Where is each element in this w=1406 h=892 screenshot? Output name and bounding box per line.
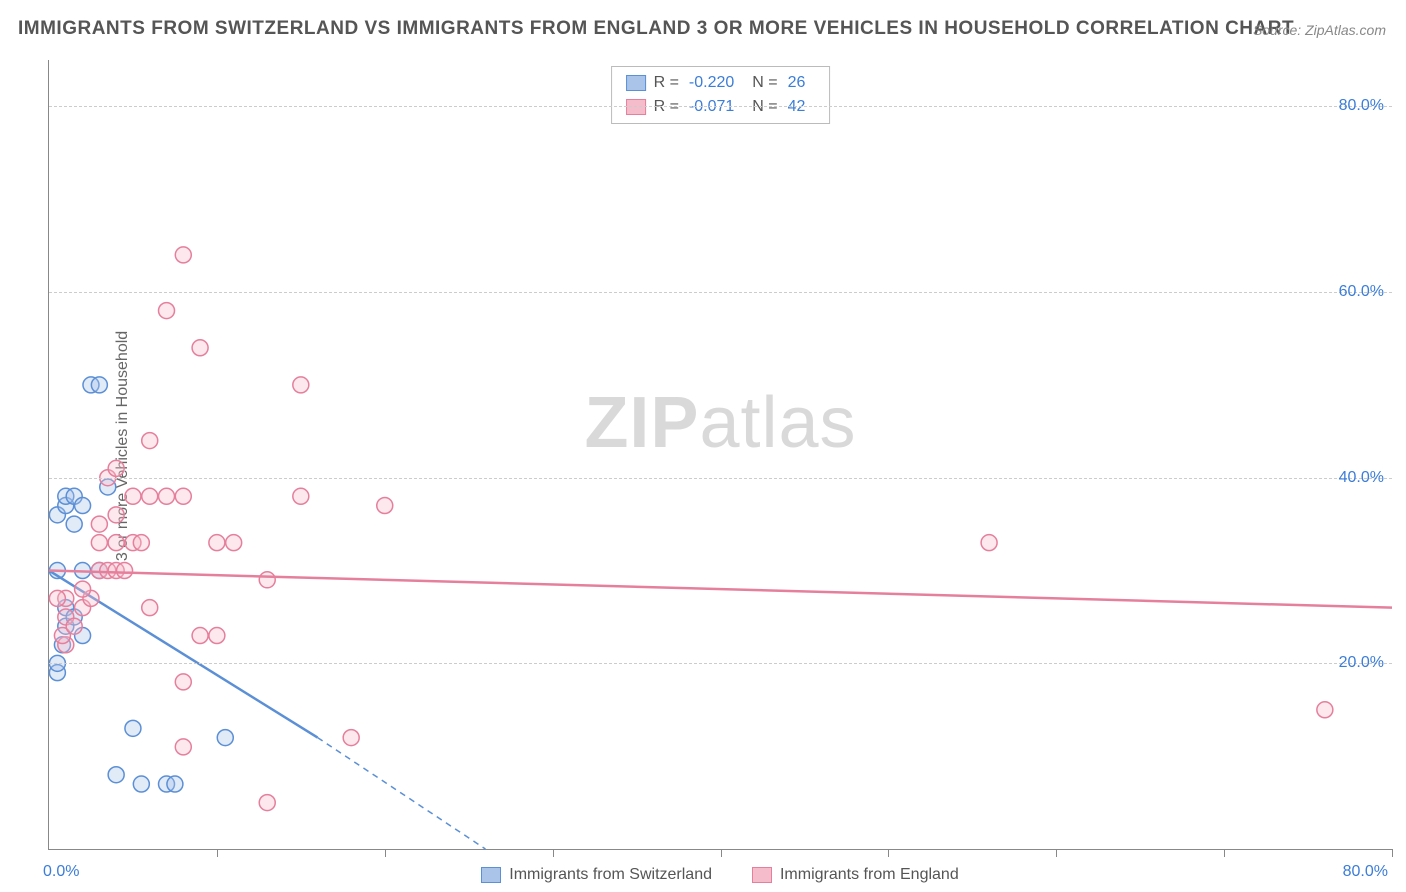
legend-row-switzerland: R = -0.220 N = 26 <box>626 71 816 95</box>
scatter-plot-svg <box>49 60 1392 849</box>
y-tick-label: 20.0% <box>1339 654 1384 672</box>
x-tick <box>888 849 889 857</box>
x-tick <box>217 849 218 857</box>
data-point <box>108 535 124 551</box>
source-attribution: Source: ZipAtlas.com <box>1253 22 1386 38</box>
data-point <box>91 516 107 532</box>
grid-line <box>49 106 1392 107</box>
legend-item-switzerland: Immigrants from Switzerland <box>481 866 712 884</box>
data-point <box>125 720 141 736</box>
x-tick <box>1392 849 1393 857</box>
chart-plot-area: ZIPatlas R = -0.220 N = 26 R = -0.071 N … <box>48 60 1392 850</box>
data-point <box>377 498 393 514</box>
data-point <box>259 572 275 588</box>
data-point <box>226 535 242 551</box>
swatch-switzerland-bottom <box>481 867 501 883</box>
data-point <box>125 488 141 504</box>
trend-line <box>49 571 1392 608</box>
data-point <box>175 674 191 690</box>
data-point <box>175 739 191 755</box>
data-point <box>66 516 82 532</box>
data-point <box>167 776 183 792</box>
y-tick-label: 60.0% <box>1339 283 1384 301</box>
data-point <box>91 535 107 551</box>
data-point <box>108 767 124 783</box>
data-point <box>175 488 191 504</box>
grid-line <box>49 292 1392 293</box>
x-tick <box>1224 849 1225 857</box>
data-point <box>293 377 309 393</box>
data-point <box>49 590 65 606</box>
data-point <box>209 628 225 644</box>
data-point <box>217 730 233 746</box>
data-point <box>259 795 275 811</box>
swatch-england-bottom <box>752 867 772 883</box>
n-value-switzerland: 26 <box>788 71 806 95</box>
x-tick <box>553 849 554 857</box>
data-point <box>91 377 107 393</box>
x-tick <box>721 849 722 857</box>
data-point <box>66 618 82 634</box>
series-legend: Immigrants from Switzerland Immigrants f… <box>48 866 1392 884</box>
chart-title: IMMIGRANTS FROM SWITZERLAND VS IMMIGRANT… <box>18 18 1294 40</box>
y-tick-label: 80.0% <box>1339 97 1384 115</box>
correlation-legend: R = -0.220 N = 26 R = -0.071 N = 42 <box>611 66 831 124</box>
x-tick <box>1056 849 1057 857</box>
data-point <box>1317 702 1333 718</box>
legend-label-switzerland: Immigrants from Switzerland <box>509 866 712 884</box>
data-point <box>293 488 309 504</box>
data-point <box>981 535 997 551</box>
data-point <box>192 340 208 356</box>
data-point <box>75 581 91 597</box>
data-point <box>159 303 175 319</box>
grid-line <box>49 663 1392 664</box>
data-point <box>175 247 191 263</box>
data-point <box>133 535 149 551</box>
r-label: R = <box>654 71 679 95</box>
data-point <box>142 433 158 449</box>
swatch-switzerland <box>626 75 646 91</box>
data-point <box>117 563 133 579</box>
data-point <box>209 535 225 551</box>
legend-label-england: Immigrants from England <box>780 866 959 884</box>
data-point <box>108 507 124 523</box>
n-label: N = <box>752 71 777 95</box>
grid-line <box>49 478 1392 479</box>
data-point <box>75 498 91 514</box>
r-value-switzerland: -0.220 <box>689 71 734 95</box>
data-point <box>142 488 158 504</box>
trend-line-dashed <box>318 738 486 849</box>
x-tick <box>385 849 386 857</box>
data-point <box>159 488 175 504</box>
legend-item-england: Immigrants from England <box>752 866 959 884</box>
y-tick-label: 40.0% <box>1339 469 1384 487</box>
data-point <box>133 776 149 792</box>
data-point <box>142 600 158 616</box>
data-point <box>343 730 359 746</box>
data-point <box>108 460 124 476</box>
data-point <box>192 628 208 644</box>
